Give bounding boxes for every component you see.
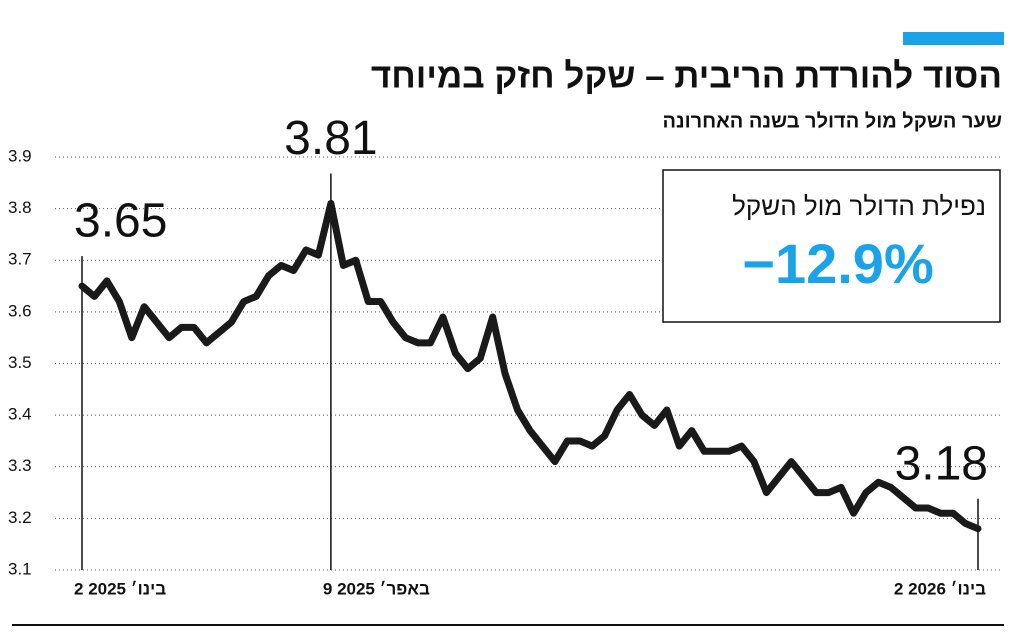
x-tick-label: 9 באפר׳ 2025	[323, 579, 430, 598]
y-tick-label: 3.3	[8, 456, 32, 475]
x-tick-label: 2 בינו׳ 2025	[74, 579, 166, 598]
chart-subtitle: שער השקל מול הדולר בשנה האחרונה	[662, 110, 1002, 132]
value-label: 3.65	[74, 195, 167, 248]
annotation-box	[662, 169, 1001, 323]
y-tick-label: 3.1	[8, 559, 32, 578]
value-label: 3.81	[284, 112, 377, 165]
y-tick-label: 3.8	[8, 198, 32, 217]
annotation-value: −12.9%	[742, 232, 934, 295]
y-tick-label: 3.4	[8, 405, 32, 424]
chart-title: הסוד להורדת הריבית – שקל חזק במיוחד	[371, 56, 1002, 95]
data-line	[78, 199, 982, 533]
accent-bar	[903, 32, 1004, 45]
y-tick-label: 3.5	[8, 353, 32, 372]
y-tick-label: 3.2	[8, 508, 32, 527]
y-tick-label: 3.9	[8, 146, 32, 165]
value-label: 3.18	[895, 437, 988, 490]
y-tick-label: 3.7	[8, 250, 32, 269]
y-tick-label: 3.6	[8, 301, 32, 320]
x-tick-label: 2 בינו׳ 2026	[894, 579, 986, 598]
annotation-label: נפילת הדולר מול השקל	[732, 191, 986, 221]
